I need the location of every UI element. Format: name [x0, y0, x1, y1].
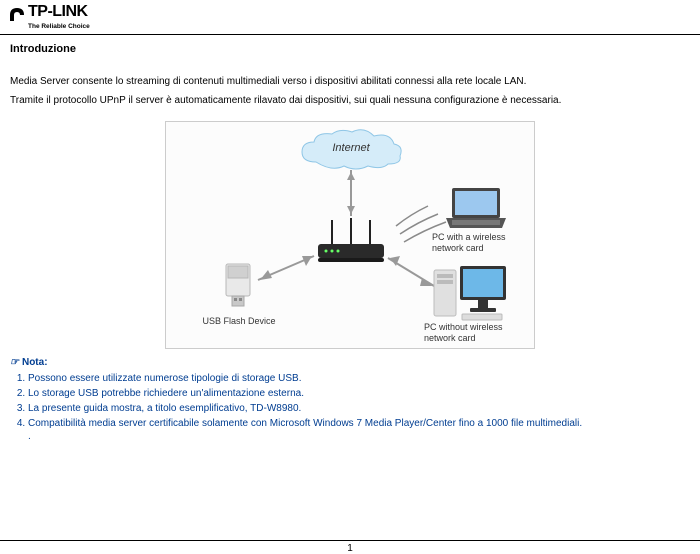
internet-label: Internet	[296, 142, 406, 154]
desktop-label-line1: PC without wireless	[424, 322, 503, 332]
intro-paragraph-1: Media Server consente lo streaming di co…	[10, 73, 690, 90]
note-list: Possono essere utilizzate numerose tipol…	[10, 371, 690, 431]
brand-logo: TP-LINK	[8, 4, 692, 22]
note-item-1: Possono essere utilizzate numerose tipol…	[28, 371, 690, 386]
desktop-label: PC without wireless network card	[424, 322, 534, 344]
page-header: TP-LINK The Reliable Choice	[0, 0, 700, 30]
note-item-3: La presente guida mostra, a titolo esemp…	[28, 401, 690, 416]
note-heading: ☞Nota:	[10, 357, 690, 368]
network-diagram: Internet	[165, 121, 535, 349]
usb-device-icon	[220, 262, 256, 308]
page-content: Introduzione Media Server consente lo st…	[0, 35, 700, 442]
laptop-label-line2: network card	[432, 243, 484, 253]
logo-text: TP-LINK	[28, 4, 88, 20]
desktop-label-line2: network card	[424, 333, 476, 343]
logo-icon	[8, 4, 26, 22]
laptop-label: PC with a wireless network card	[432, 232, 532, 254]
footer-rule	[0, 540, 700, 541]
logo-tagline: The Reliable Choice	[28, 23, 692, 30]
note-item-2: Lo storage USB potrebbe richiedere un'al…	[28, 386, 690, 401]
intro-paragraph-2: Tramite il protocollo UPnP il server è a…	[10, 92, 690, 109]
section-title: Introduzione	[10, 43, 690, 55]
laptop-icon	[442, 186, 510, 232]
usb-label: USB Flash Device	[194, 316, 284, 326]
desktop-icon	[432, 262, 510, 324]
laptop-label-line1: PC with a wireless	[432, 232, 506, 242]
internet-cloud-icon: Internet	[296, 128, 406, 172]
page-number: 1	[347, 543, 353, 554]
note-heading-text: Nota:	[22, 357, 48, 368]
note-item-4: Compatibilità media server certificabile…	[28, 416, 690, 431]
router-icon	[312, 216, 390, 268]
hand-icon: ☞	[10, 357, 19, 368]
note-trailing-dot: .	[28, 431, 690, 442]
network-diagram-container: Internet	[10, 121, 690, 349]
page-footer: 1	[0, 540, 700, 554]
